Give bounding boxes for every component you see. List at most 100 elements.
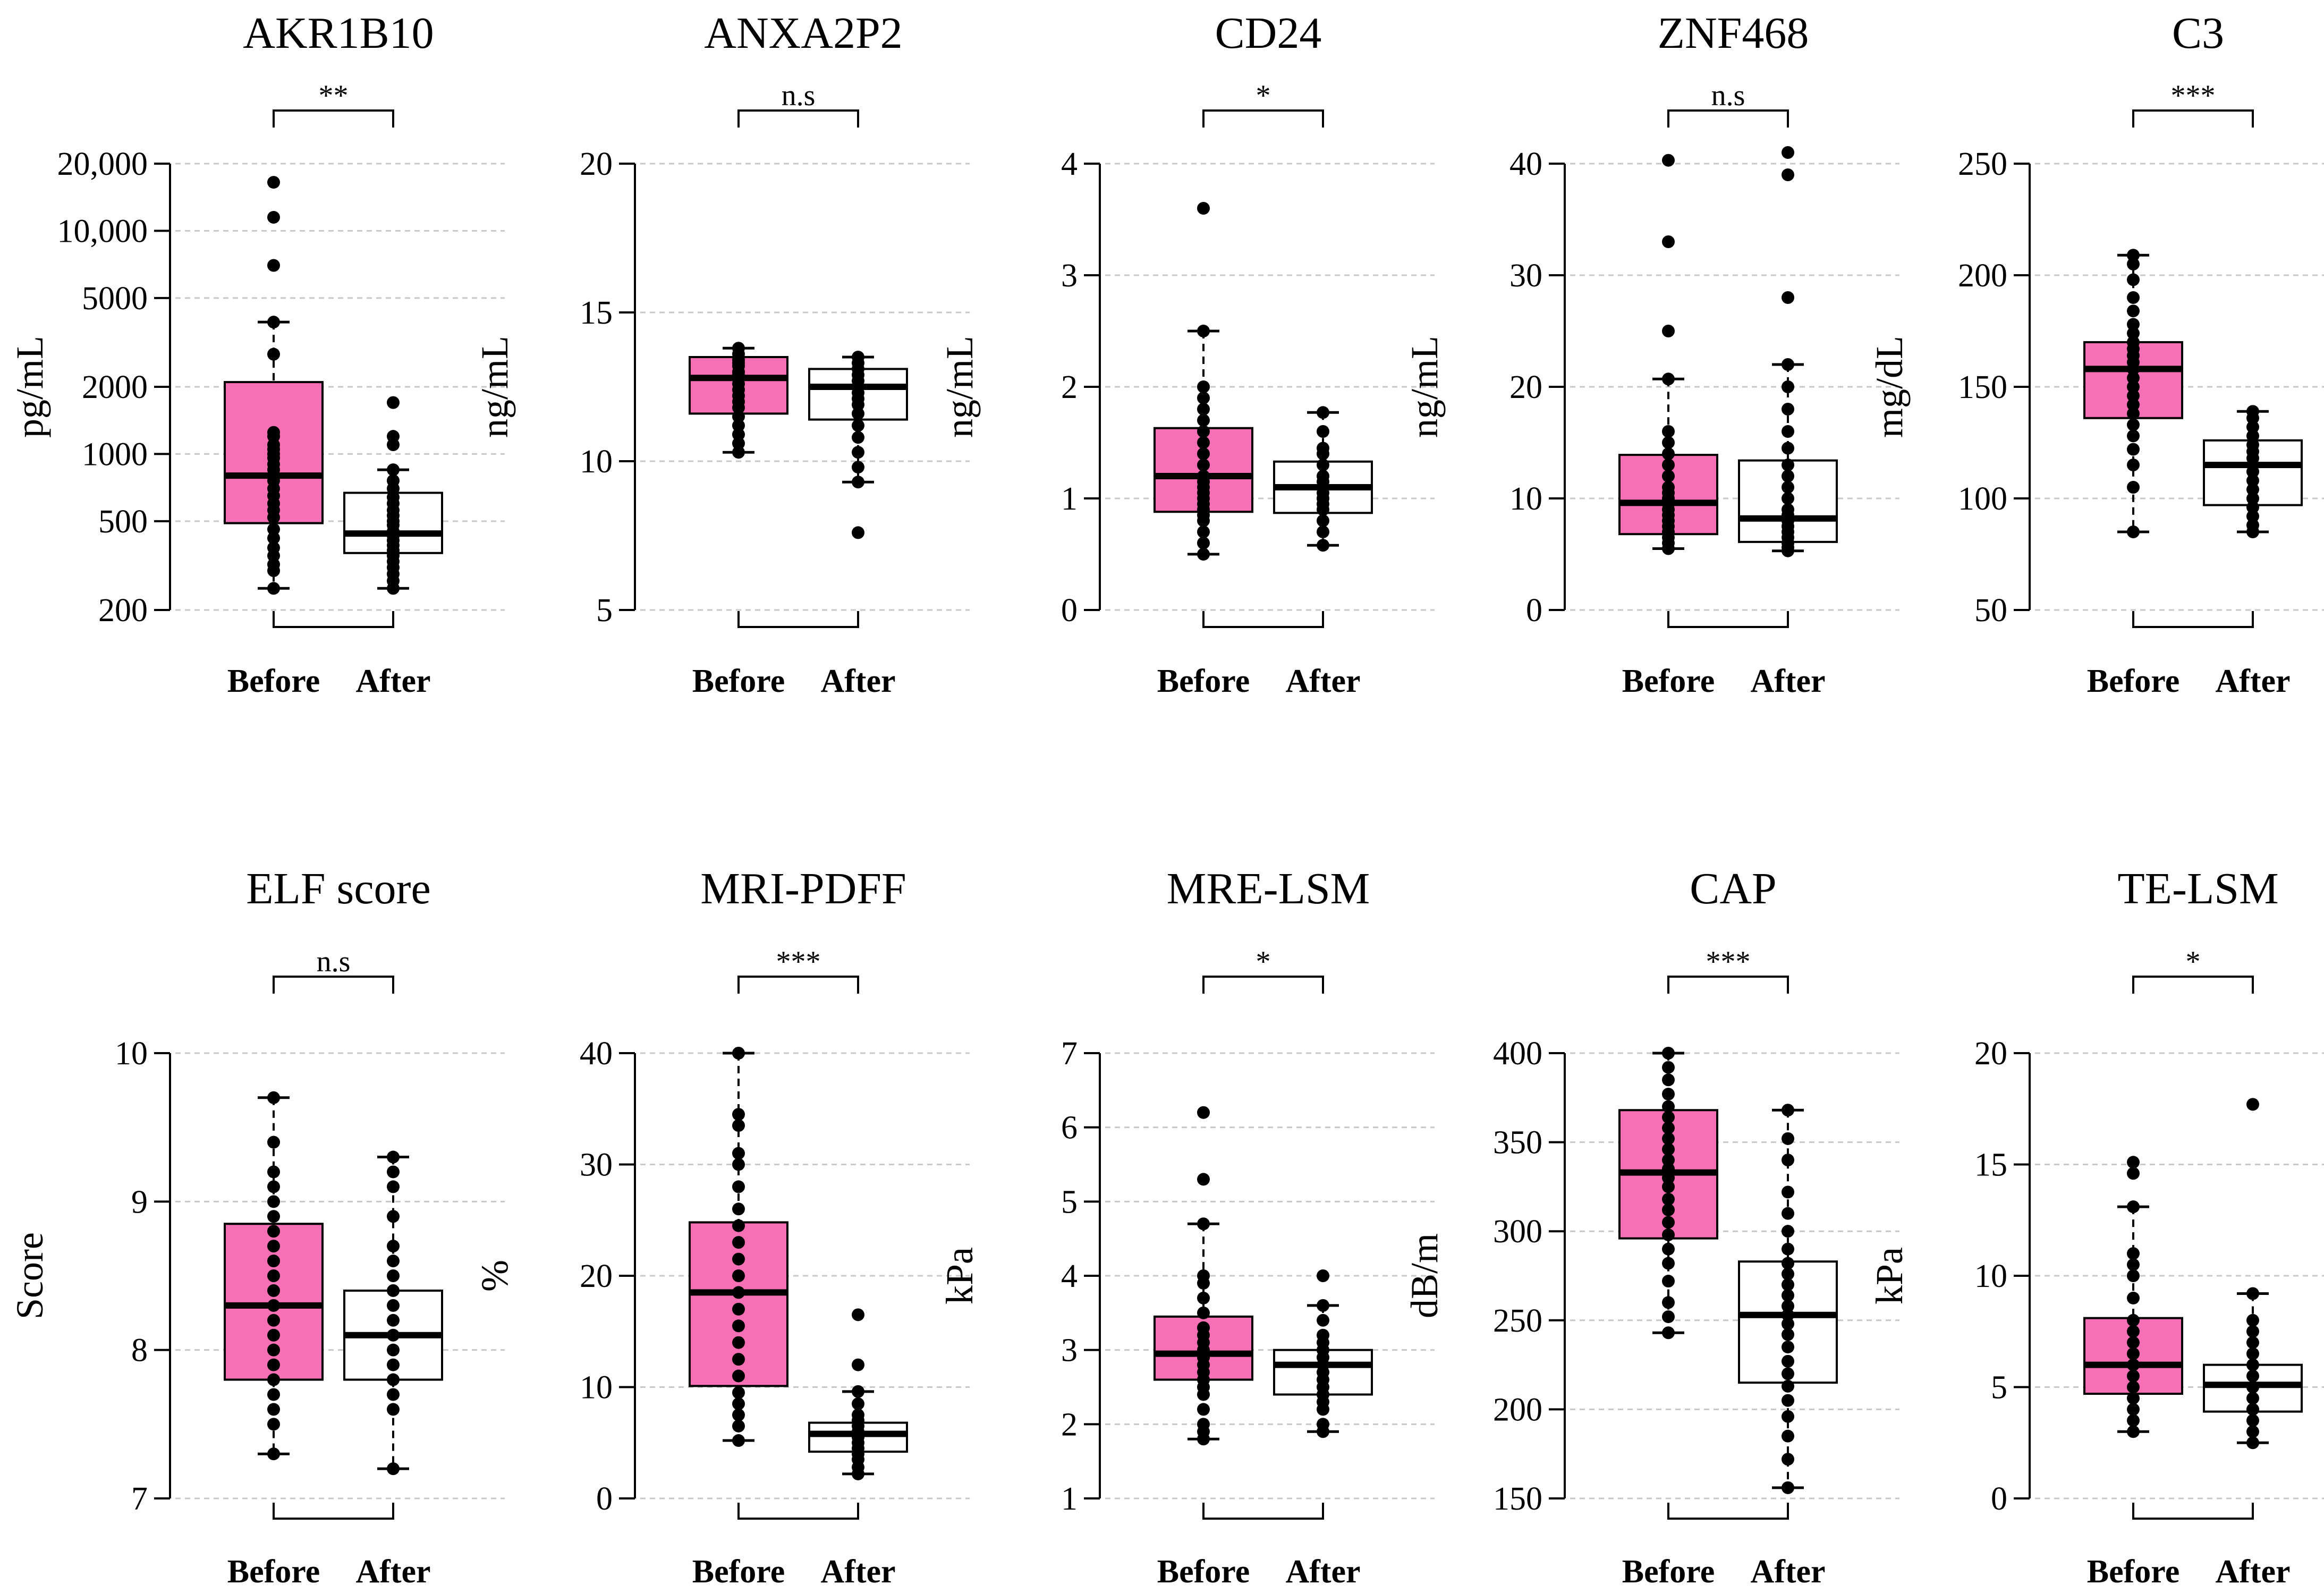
data-point [732, 1119, 745, 1132]
data-point [387, 1314, 400, 1327]
data-point [1662, 1310, 1675, 1324]
chart-panel: C3 *** 50 100 150 200 250 mg/dL Before After [1868, 9, 2324, 699]
y-tick-label: 0 [596, 1481, 613, 1517]
data-point [732, 437, 745, 450]
data-point [1782, 1289, 1794, 1302]
y-tick-label: 0 [1526, 592, 1542, 629]
data-point [2127, 459, 2140, 471]
data-point [1662, 1100, 1675, 1113]
data-point [2246, 1358, 2259, 1371]
x-axis-bracket [737, 611, 859, 628]
y-axis-label: mg/dL [1868, 336, 1911, 438]
data-point [2127, 481, 2140, 494]
data-point [1317, 1328, 1329, 1342]
y-tick-label: 10 [1509, 481, 1542, 517]
data-point [732, 1336, 745, 1349]
data-point [267, 210, 280, 224]
y-tick-label: 250 [1958, 146, 2007, 182]
data-point [2246, 1425, 2259, 1438]
data-point [1662, 1216, 1675, 1229]
y-tick-label: 10 [580, 1370, 613, 1406]
chart-panel: ZNF468 n.s 0 10 20 30 40 ng/mL Before After [1403, 9, 1899, 699]
data-point [267, 1240, 280, 1253]
data-point [1782, 1341, 1794, 1354]
data-point [1197, 470, 1210, 482]
y-tick-label: 5 [1061, 1184, 1078, 1220]
data-point [732, 1202, 745, 1216]
data-point [1197, 548, 1210, 561]
data-point [1662, 1047, 1675, 1060]
data-point [2127, 1258, 2140, 1272]
data-point [1782, 481, 1794, 494]
data-point [1782, 1104, 1794, 1117]
data-point [1662, 372, 1675, 386]
y-tick-label: 2 [1061, 369, 1078, 405]
data-point [2127, 1403, 2140, 1416]
data-point [1782, 1354, 1794, 1368]
panel-title: CAP [1690, 864, 1776, 913]
data-point [2127, 1314, 2140, 1327]
data-point [852, 446, 864, 459]
panel-title: CD24 [1215, 9, 1322, 58]
data-point [732, 1319, 745, 1333]
data-point [2246, 1380, 2259, 1394]
y-tick-label: 20,000 [57, 146, 148, 182]
data-point [267, 1388, 280, 1401]
significance-bracket [273, 109, 394, 128]
data-point [2127, 1347, 2140, 1360]
data-point [2246, 429, 2259, 443]
data-point [1197, 1173, 1210, 1186]
data-point [267, 1328, 280, 1342]
data-point [2246, 519, 2259, 532]
data-point [2246, 1392, 2259, 1405]
data-point [1782, 1278, 1794, 1291]
data-point [1197, 1321, 1210, 1334]
y-tick-label: 5 [596, 592, 613, 629]
data-point [2127, 1200, 2140, 1214]
y-tick-label: 30 [580, 1147, 613, 1183]
data-point [2127, 443, 2140, 456]
group-label-after: After [2215, 663, 2290, 699]
data-point [2127, 418, 2140, 431]
group-label-before: Before [1157, 1554, 1250, 1590]
data-point [852, 476, 864, 489]
data-point [1662, 447, 1675, 460]
y-tick-label: 20 [1974, 1036, 2007, 1072]
data-point [387, 1255, 400, 1268]
data-point [852, 1408, 864, 1421]
data-point [1197, 526, 1210, 538]
data-point [732, 1353, 745, 1366]
data-point [1662, 1073, 1675, 1087]
group-label-before: Before [2087, 663, 2179, 699]
y-tick-label: 20 [1509, 369, 1542, 405]
y-axis-label: dB/m [1403, 1233, 1446, 1318]
data-point [732, 342, 745, 355]
data-point [1197, 1291, 1210, 1304]
data-point [1197, 1418, 1210, 1431]
data-point [732, 1386, 745, 1399]
data-point [1782, 1481, 1794, 1494]
x-axis-bracket [1202, 611, 1324, 628]
data-point [1317, 470, 1329, 482]
data-point [1662, 1257, 1675, 1270]
chart-panel: CD24 * 0 1 2 3 4 ng/mL Before After [938, 9, 1435, 699]
data-point [1782, 1317, 1794, 1331]
group-label-after: After [1750, 663, 1825, 699]
data-point [2127, 336, 2140, 349]
data-point [1197, 1269, 1210, 1282]
data-point [387, 1462, 400, 1476]
data-point [2127, 1247, 2140, 1260]
data-point [267, 1447, 280, 1461]
data-point [267, 1165, 280, 1179]
significance-bracket [737, 109, 859, 128]
data-point [1662, 1180, 1675, 1193]
data-point [2246, 492, 2259, 505]
significance-bracket [273, 976, 394, 994]
y-tick-label: 20 [580, 146, 613, 182]
data-point [267, 582, 280, 595]
data-point [267, 348, 280, 361]
x-axis-bracket [2132, 611, 2254, 628]
y-tick-label: 40 [580, 1036, 613, 1072]
significance-bracket [1667, 976, 1789, 994]
data-point [2127, 249, 2140, 262]
